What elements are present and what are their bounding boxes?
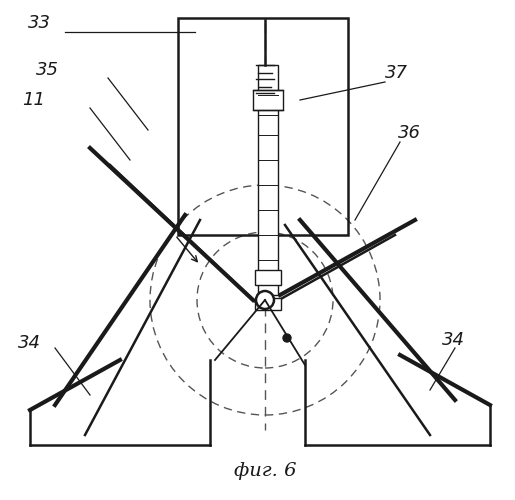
Bar [253, 90, 283, 110]
Text: 35: 35 [36, 61, 59, 79]
Bar [178, 18, 348, 235]
Text: 37: 37 [385, 64, 408, 82]
Text: 34: 34 [442, 331, 465, 349]
Text: 34: 34 [18, 334, 41, 352]
Text: 11: 11 [22, 91, 45, 109]
Circle shape [283, 334, 291, 342]
Text: фиг. 6: фиг. 6 [234, 462, 296, 480]
Text: 36: 36 [398, 124, 421, 142]
Bar [255, 270, 281, 285]
Circle shape [256, 291, 274, 309]
Bar [258, 65, 278, 295]
Bar [255, 298, 281, 310]
Text: 33: 33 [28, 14, 51, 32]
